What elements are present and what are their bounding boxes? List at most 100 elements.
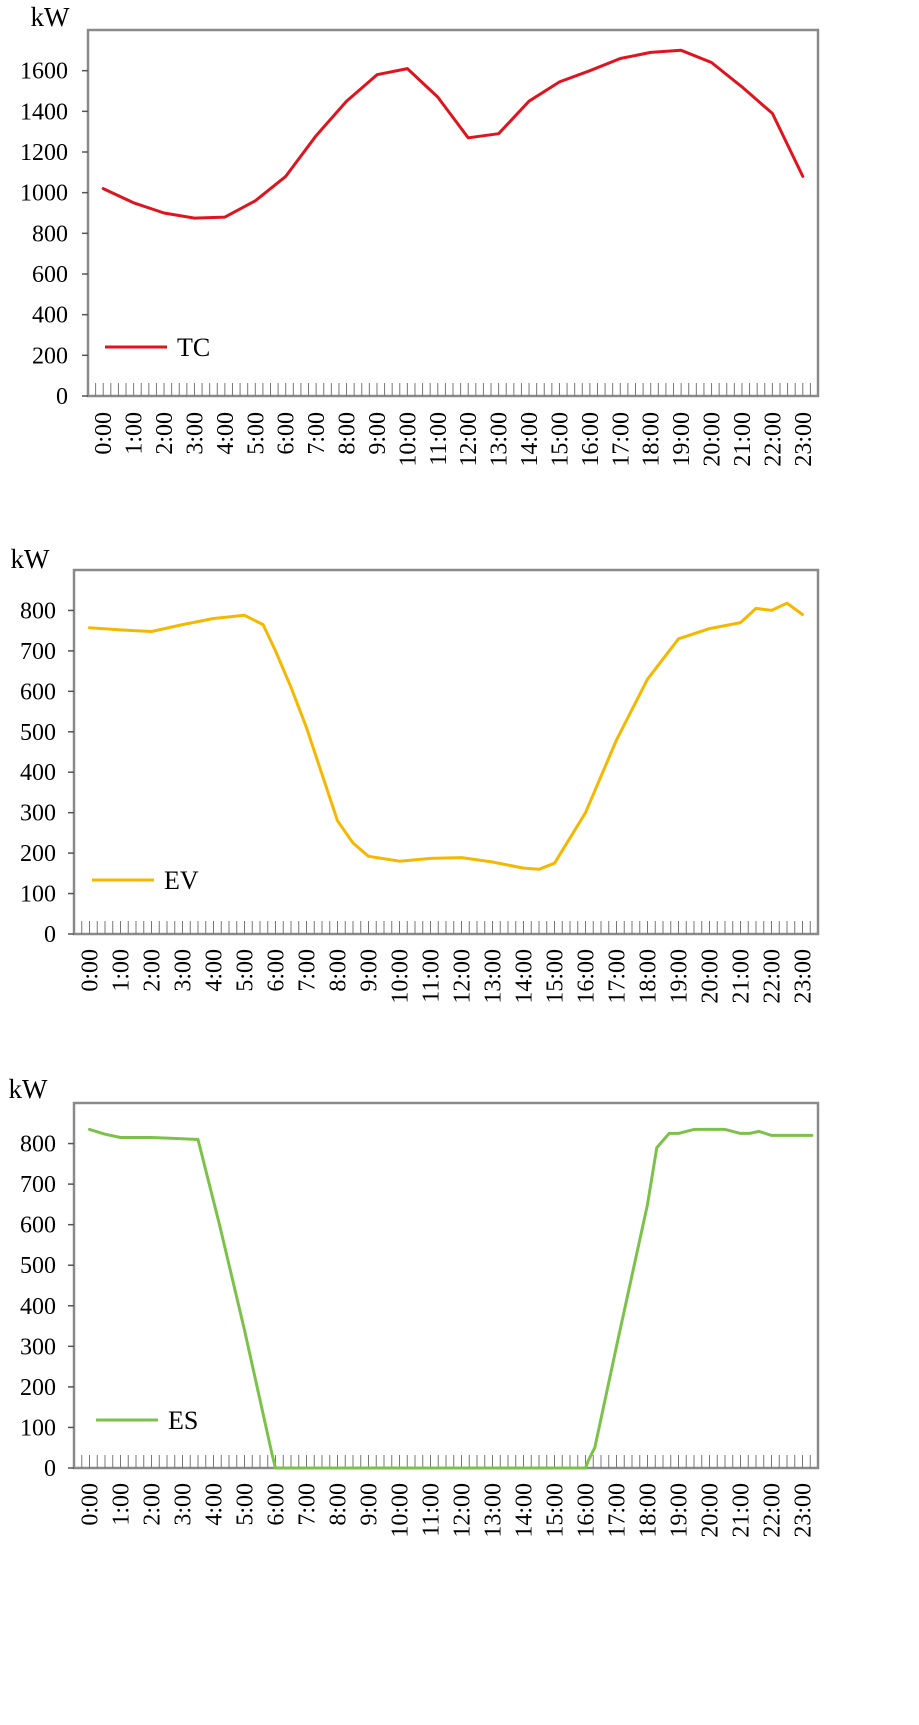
x-tick-label: 18:00 xyxy=(636,949,662,1004)
x-tick-label: 21:00 xyxy=(729,949,755,1004)
x-tick-label: 20:00 xyxy=(698,949,724,1004)
x-tick-label: 10:00 xyxy=(388,949,414,1004)
x-tick-label: 4:00 xyxy=(202,949,228,992)
y-tick-label: 200 xyxy=(20,1375,56,1401)
y-tick-label: 800 xyxy=(32,221,68,247)
x-tick-label: 19:00 xyxy=(667,1483,693,1538)
y-tick-label: 1400 xyxy=(20,99,68,125)
x-tick-label: 6:00 xyxy=(264,949,290,992)
x-tick-label: 2:00 xyxy=(140,949,166,992)
x-tick-label: 5:00 xyxy=(243,412,269,455)
y-tick-label: 500 xyxy=(20,1253,56,1279)
x-tick-label: 11:00 xyxy=(426,412,452,466)
x-tick-label: 23:00 xyxy=(791,412,817,467)
x-tick-label: 17:00 xyxy=(605,949,631,1004)
x-tick-label: 22:00 xyxy=(760,1483,786,1538)
x-tick-label: 21:00 xyxy=(730,412,756,467)
y-tick-label: 300 xyxy=(20,1334,56,1360)
x-tick-label: 1:00 xyxy=(109,1483,135,1526)
x-tick-label: 9:00 xyxy=(357,1483,383,1526)
x-tick-label: 23:00 xyxy=(791,1483,817,1538)
x-tick-label: 16:00 xyxy=(578,412,604,467)
x-tick-label: 11:00 xyxy=(419,1483,445,1537)
x-tick-label: 8:00 xyxy=(326,1483,352,1526)
y-tick-label: 1600 xyxy=(20,59,68,85)
ev-chart: kW 0 100 200 300 400 500 600 700 800 0:00 1:00 2:00 3… xyxy=(11,544,820,1004)
y-tick-label: 200 xyxy=(20,841,56,867)
x-tick-label: 5:00 xyxy=(233,1483,259,1526)
x-tick-label: 10:00 xyxy=(388,1483,414,1538)
x-tick-label: 13:00 xyxy=(481,949,507,1004)
x-tick-label: 3:00 xyxy=(171,949,197,992)
x-tick-label: 18:00 xyxy=(636,1483,662,1538)
y-axis-label: kW xyxy=(9,1074,49,1104)
y-tick-label: 800 xyxy=(20,598,56,624)
y-tick-label: 600 xyxy=(32,262,68,288)
x-tick-label: 20:00 xyxy=(698,1483,724,1538)
x-tick-label: 13:00 xyxy=(487,412,513,467)
x-tick-label: 8:00 xyxy=(326,949,352,992)
y-tick-label: 700 xyxy=(20,639,56,665)
x-tick-label: 8:00 xyxy=(335,412,361,455)
x-tick-label: 16:00 xyxy=(574,1483,600,1538)
series-line-es xyxy=(88,1127,814,1470)
x-tick-label: 20:00 xyxy=(700,412,726,467)
x-tick-label: 19:00 xyxy=(669,412,695,467)
y-tick-label: 100 xyxy=(20,1415,56,1441)
x-tick-label: 9:00 xyxy=(365,412,391,455)
x-tick-label: 10:00 xyxy=(395,412,421,467)
x-tick-label: 1:00 xyxy=(109,949,135,992)
y-tick-label: 0 xyxy=(56,384,68,410)
x-tick-label: 19:00 xyxy=(667,949,693,1004)
series-line-tc xyxy=(101,48,805,220)
x-tick-label: 7:00 xyxy=(295,1483,321,1526)
y-tick-label: 0 xyxy=(44,1456,56,1482)
x-tick-label: 23:00 xyxy=(791,949,817,1004)
legend-label-es: ES xyxy=(168,1406,198,1435)
y-tick-label: 0 xyxy=(44,922,56,948)
y-tick-label: 800 xyxy=(20,1132,56,1158)
y-tick-label: 500 xyxy=(20,720,56,746)
x-tick-label: 6:00 xyxy=(264,1483,290,1526)
y-tick-label: 300 xyxy=(20,801,56,827)
x-tick-label: 22:00 xyxy=(760,949,786,1004)
x-tick-label: 7:00 xyxy=(304,412,330,455)
x-tick-label: 12:00 xyxy=(450,1483,476,1538)
x-tick-label: 12:00 xyxy=(450,949,476,1004)
x-tick-label: 21:00 xyxy=(729,1483,755,1538)
y-tick-label: 400 xyxy=(20,1294,56,1320)
x-tick-label: 14:00 xyxy=(517,412,543,467)
x-tick-label: 3:00 xyxy=(171,1483,197,1526)
y-tick-label: 700 xyxy=(20,1172,56,1198)
x-tick-label: 16:00 xyxy=(574,949,600,1004)
y-axis-label: kW xyxy=(31,2,71,32)
x-tick-label: 15:00 xyxy=(547,412,573,467)
x-tick-label: 14:00 xyxy=(512,1483,538,1538)
x-tick-label: 14:00 xyxy=(512,949,538,1004)
y-axis-label: kW xyxy=(11,544,51,574)
y-tick-label: 1000 xyxy=(20,181,68,207)
x-tick-label: 1:00 xyxy=(122,412,148,455)
y-tick-label: 400 xyxy=(32,303,68,329)
y-tick-label: 600 xyxy=(20,679,56,705)
y-tick-label: 600 xyxy=(20,1213,56,1239)
x-tick-label: 3:00 xyxy=(182,412,208,455)
x-tick-label: 17:00 xyxy=(605,1483,631,1538)
x-tick-label: 4:00 xyxy=(213,412,239,455)
x-tick-label: 12:00 xyxy=(456,412,482,467)
x-tick-label: 13:00 xyxy=(481,1483,507,1538)
x-tick-label: 2:00 xyxy=(152,412,178,455)
x-tick-label: 15:00 xyxy=(543,1483,569,1538)
y-tick-label: 200 xyxy=(32,343,68,369)
x-tick-label: 4:00 xyxy=(202,1483,228,1526)
legend-label-ev: EV xyxy=(164,866,199,895)
x-tick-label: 0:00 xyxy=(91,412,117,455)
x-tick-label: 0:00 xyxy=(78,1483,104,1526)
legend-label-tc: TC xyxy=(177,333,210,362)
y-tick-label: 400 xyxy=(20,760,56,786)
x-tick-label: 17:00 xyxy=(608,412,634,467)
y-tick-label: 1200 xyxy=(20,140,68,166)
series-line-ev xyxy=(88,601,804,871)
x-tick-label: 5:00 xyxy=(233,949,259,992)
